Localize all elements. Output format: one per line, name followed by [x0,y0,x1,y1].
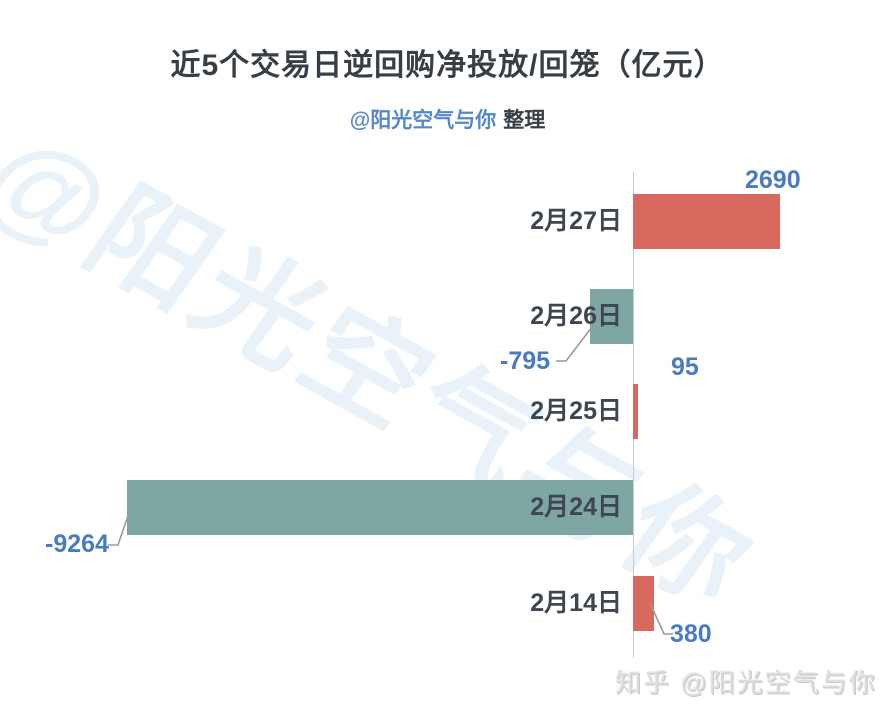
value-label-2690: 2690 [745,166,801,194]
category-label-feb26: 2月26日 [530,302,622,330]
category-label-feb14: 2月14日 [530,589,622,617]
chart-title: 近5个交易日逆回购净投放/回笼（亿元） [170,49,725,82]
leader-line-neg795 [556,326,593,362]
value-label-neg795: -795 [500,347,551,375]
subtitle-suffix: 整理 [503,109,546,132]
value-label-95: 95 [671,353,699,381]
chart-subtitle: @阳光空气与你 整理 [0,104,895,134]
value-label-neg9264: -9264 [45,530,109,558]
bar-feb24 [127,479,633,535]
category-label-feb24: 2月24日 [530,493,622,521]
bar-feb26 [589,288,633,344]
bar-feb27 [633,193,780,249]
bar-feb25 [633,383,639,439]
bar-feb14 [633,575,654,631]
category-label-feb27: 2月27日 [530,207,622,235]
subtitle-author-handle: @阳光空气与你 [349,109,497,132]
zhihu-credit: 知乎 @阳光空气与你 [615,668,877,698]
category-label-feb25: 2月25日 [530,397,622,425]
value-label-380: 380 [670,620,712,648]
